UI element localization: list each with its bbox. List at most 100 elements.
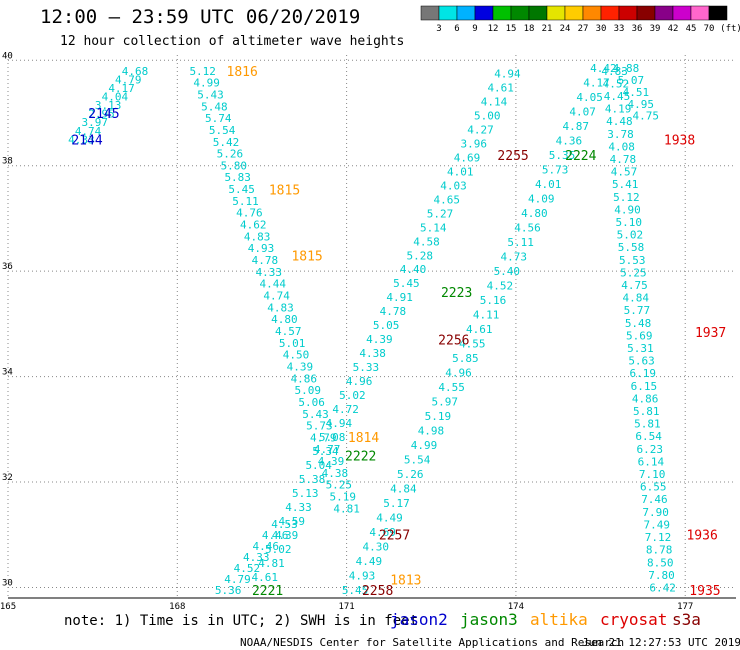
- colorbar-label: 33: [614, 24, 625, 34]
- colorbar-swatch: [492, 5, 512, 21]
- colorbar-label: 39: [650, 24, 661, 34]
- wave-height-value: 4.52: [234, 562, 261, 575]
- colorbar-swatch: [474, 5, 494, 21]
- wave-height-value: 5.63: [628, 355, 655, 368]
- wave-height-value: 5.85: [452, 352, 479, 365]
- wave-height-value: 5.77: [624, 304, 651, 317]
- colorbar-label: 45: [686, 24, 697, 34]
- track-time-label: 2257: [379, 529, 410, 544]
- wave-height-value: 5.38: [299, 473, 326, 486]
- wave-height-value: 4.55: [459, 338, 486, 351]
- legend-s3a: s3a: [672, 610, 701, 629]
- wave-height-value: 4.52: [603, 77, 630, 90]
- track-time-label: 1937: [695, 326, 726, 341]
- wave-height-value: 4.11: [473, 309, 500, 322]
- wave-height-value: 5.12: [189, 65, 216, 78]
- footer-credit: NOAA/NESDIS Center for Satellite Applica…: [240, 636, 624, 649]
- wave-height-value: 4.96: [445, 367, 472, 380]
- wave-height-value: 5.00: [474, 109, 501, 122]
- wave-height-value: 4.83: [267, 301, 294, 314]
- wave-height-value: 4.50: [283, 349, 310, 362]
- wave-height-value: 5.45: [228, 183, 255, 196]
- wave-height-value: 4.57: [611, 166, 638, 179]
- wave-height-value: 4.74: [75, 125, 102, 138]
- wave-height-value: 4.59: [278, 515, 305, 528]
- wave-height-value: 4.39: [272, 529, 299, 542]
- wave-height-value: 7.12: [645, 531, 672, 544]
- wave-height-value: 4.91: [386, 291, 413, 304]
- wave-height-value: 5.45: [393, 277, 420, 290]
- colorbar-swatch: [708, 5, 728, 21]
- wave-height-value: 5.17: [383, 497, 410, 510]
- footer-note: note: 1) Time is in UTC; 2) SWH is in fe…: [64, 613, 418, 629]
- wave-height-value: 4.17: [583, 77, 610, 90]
- wave-height-value: 5.73: [542, 164, 569, 177]
- wave-height-value: 3.13: [95, 99, 122, 112]
- wave-height-value: 6.14: [638, 455, 665, 468]
- wave-height-value: 5.11: [507, 236, 534, 249]
- colorbar-label: 30: [596, 24, 607, 34]
- colorbar-swatch: [600, 5, 620, 21]
- wave-height-value: 4.84: [622, 292, 649, 305]
- colorbar-swatch: [690, 5, 710, 21]
- wave-height-value: 4.08: [608, 140, 635, 153]
- colorbar-label: 15: [506, 24, 517, 34]
- wave-height-value: 4.52: [487, 280, 514, 293]
- wave-height-value: 5.19: [425, 410, 452, 423]
- colorbar-swatch: [582, 5, 602, 21]
- colorbar-label: 6: [454, 24, 459, 34]
- wave-height-value: 5.74: [205, 112, 232, 125]
- wave-height-value: 4.57: [275, 325, 302, 338]
- wave-height-value: 4.93: [349, 570, 376, 583]
- wave-height-value: 5.58: [618, 241, 645, 254]
- wave-height-value: 5.28: [407, 249, 434, 262]
- colorbar-label: 27: [578, 24, 589, 34]
- track-time-label: 2255: [497, 149, 528, 164]
- wave-height-value: 4.69: [369, 526, 396, 539]
- wave-height-value: 5.83: [224, 171, 251, 184]
- track-time-label: 2258: [362, 584, 393, 599]
- wave-height-value: 6.23: [637, 443, 664, 456]
- track-time-label: 2144: [71, 133, 102, 148]
- track-time-label: 1815: [291, 249, 322, 264]
- wave-height-value: 4.39: [287, 360, 314, 373]
- wave-height-value: 5.81: [633, 405, 660, 418]
- wave-height-value: 4.04: [102, 91, 129, 104]
- colorbar-label: 42: [668, 24, 679, 34]
- wave-height-value: 4.03: [440, 179, 467, 192]
- legend-cryosat: cryosat: [600, 610, 667, 629]
- y-tick-label: 38: [2, 157, 13, 167]
- wave-height-value: 4.49: [356, 555, 383, 568]
- wave-height-value: 5.05: [373, 319, 400, 332]
- legend-jason3: jason3: [460, 610, 518, 629]
- wave-height-value: 4.77: [314, 443, 341, 456]
- colorbar-label: 18: [524, 24, 535, 34]
- wave-height-value: 4.99: [193, 77, 220, 90]
- wave-height-value: 4.36: [556, 135, 583, 148]
- wave-height-value: 4.38: [322, 467, 349, 480]
- wave-height-value: 4.48: [606, 115, 633, 128]
- track-time-label: 1814: [348, 431, 379, 446]
- wave-height-value: 4.09: [528, 193, 555, 206]
- footer-timestamp: Jun 21 12:27:53 UTC 2019: [582, 636, 740, 649]
- track-time-labels: 2145 2144 1816 1815 1815 1814 1813 2255 2256 2257…: [71, 65, 726, 599]
- wave-height-value: 5.80: [221, 159, 248, 172]
- wave-height-value: 5.14: [420, 221, 447, 234]
- wave-height-value: 5.81: [634, 418, 661, 431]
- colorbar-swatch: [654, 5, 674, 21]
- track-time-label: 2222: [345, 450, 376, 465]
- wave-height-value: 4.46: [262, 529, 289, 542]
- wave-height-value: 4.38: [359, 347, 386, 360]
- wave-height-value: 4.61: [466, 323, 493, 336]
- track-time-label: 1938: [664, 133, 695, 148]
- wave-height-value: 4.73: [500, 251, 527, 264]
- wave-height-value: 5.04: [305, 459, 332, 472]
- wave-height-value: 8.78: [646, 544, 673, 557]
- wave-height-value: 4.39: [366, 333, 393, 346]
- wave-height-value: 4.39: [318, 455, 345, 468]
- wave-height-value: 4.96: [346, 375, 373, 388]
- wave-height-value: 4.61: [487, 81, 514, 94]
- x-tick-label: 171: [338, 602, 354, 612]
- wave-height-value: 4.27: [467, 123, 494, 136]
- colorbar-label: 3: [436, 24, 441, 34]
